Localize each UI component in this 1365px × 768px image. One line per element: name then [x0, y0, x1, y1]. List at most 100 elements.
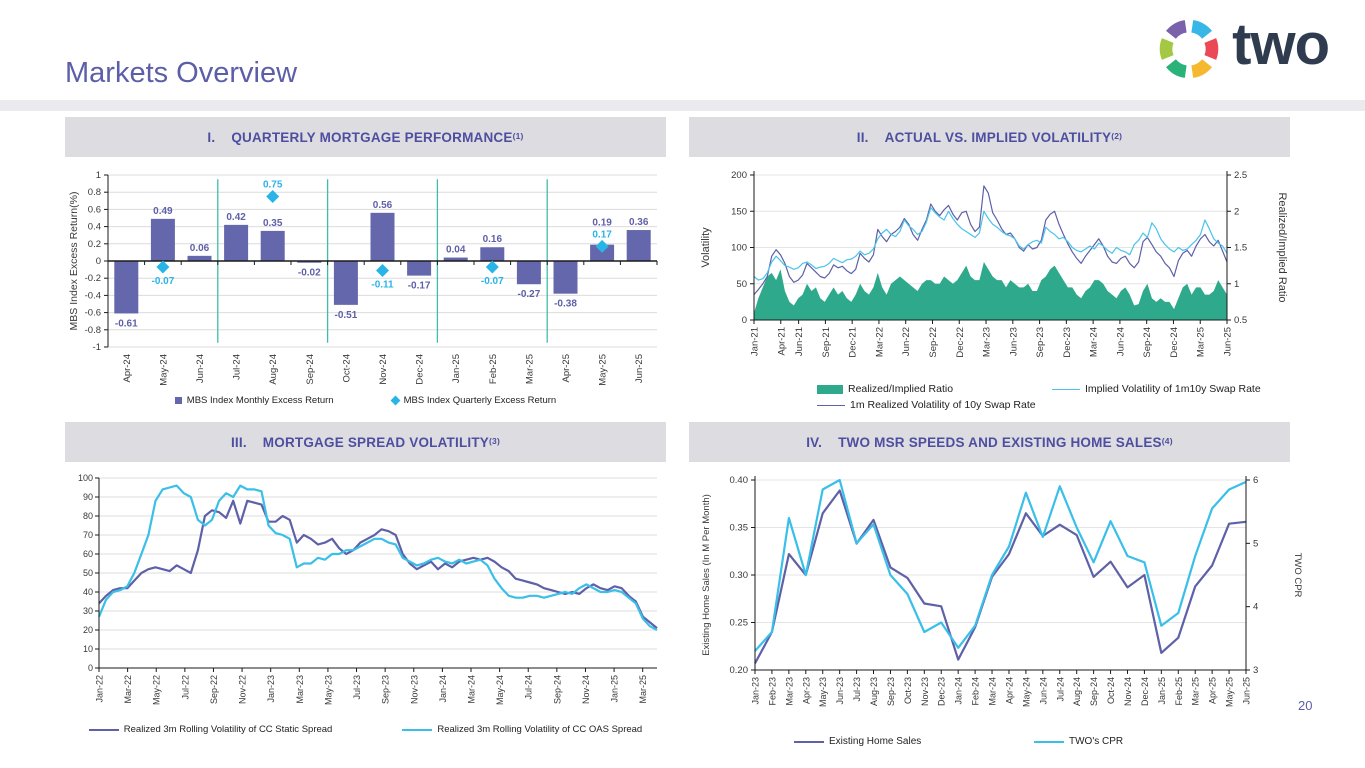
panel-4-numeral: IV. [806, 434, 823, 450]
diamond-swatch-icon [390, 395, 401, 406]
bar-swatch-icon [174, 397, 182, 404]
svg-text:Oct-24: Oct-24 [341, 354, 352, 383]
svg-text:Sep-24: Sep-24 [1089, 677, 1099, 706]
svg-text:Jul-24: Jul-24 [1055, 677, 1065, 702]
svg-text:Mar-23: Mar-23 [295, 675, 305, 704]
svg-text:Volatility: Volatility [700, 227, 712, 268]
svg-text:-0.8: -0.8 [85, 325, 101, 336]
svg-text:0.35: 0.35 [263, 218, 283, 229]
panel-3-title: MORTGAGE SPREAD VOLATILITY [262, 434, 489, 450]
svg-text:Sep-23: Sep-23 [886, 677, 896, 706]
svg-text:0.5: 0.5 [1234, 315, 1247, 326]
svg-text:6: 6 [1253, 475, 1258, 486]
svg-text:50: 50 [83, 568, 93, 578]
svg-text:0: 0 [742, 315, 747, 326]
svg-text:1.5: 1.5 [1234, 243, 1247, 254]
svg-text:Jun-24: Jun-24 [195, 354, 206, 383]
svg-text:Dec-21: Dec-21 [848, 327, 859, 358]
svg-text:Apr-25: Apr-25 [1208, 677, 1218, 704]
svg-text:Apr-21: Apr-21 [776, 327, 787, 356]
svg-text:80: 80 [83, 511, 93, 521]
svg-text:Dec-24: Dec-24 [415, 354, 426, 385]
legend-item-cc-static-spread: Realized 3m Rolling Volatility of CC Sta… [88, 724, 332, 735]
svg-text:Jun-21: Jun-21 [794, 327, 805, 356]
line-swatch-icon [817, 404, 845, 406]
panel-2-title: ACTUAL VS. IMPLIED VOLATILITY [884, 129, 1112, 145]
divider-band [0, 100, 1365, 111]
svg-text:100: 100 [731, 243, 747, 254]
svg-text:0.56: 0.56 [373, 200, 393, 211]
svg-text:-0.02: -0.02 [298, 268, 321, 279]
svg-text:Feb-23: Feb-23 [767, 677, 777, 706]
svg-text:Mar-25: Mar-25 [524, 354, 535, 384]
svg-text:1: 1 [96, 170, 101, 181]
svg-text:May-24: May-24 [1021, 677, 1031, 707]
svg-text:Nov-24: Nov-24 [378, 354, 389, 385]
svg-text:Jun-25: Jun-25 [1223, 327, 1234, 356]
svg-text:0.8: 0.8 [88, 187, 101, 198]
svg-text:Sep-23: Sep-23 [381, 675, 391, 704]
svg-text:0.36: 0.36 [629, 217, 649, 228]
legend-item-monthly-excess-return: MBS Index Monthly Excess Return [174, 395, 334, 406]
svg-text:-0.27: -0.27 [518, 289, 541, 300]
svg-text:40: 40 [83, 587, 93, 597]
svg-text:Realized/Implied Ratio: Realized/Implied Ratio [1276, 192, 1288, 302]
svg-text:0.42: 0.42 [226, 212, 246, 223]
svg-text:Sep-23: Sep-23 [1035, 327, 1046, 358]
panel-2-footnote: (2) [1111, 131, 1123, 141]
svg-text:Jun-25: Jun-25 [1242, 677, 1252, 705]
quarterly-mortgage-performance-chart: 1 0.8 0.6 0.4 0.2 0 -0.2 -0.4 -0.6 -0.8 -1 -0.61 0.4… [68, 170, 658, 386]
legend-label: Implied Volatility of 1m10y Swap Rate [1085, 383, 1261, 395]
svg-text:Jan-21: Jan-21 [750, 327, 761, 356]
mortgage-spread-volatility-chart: 0 10 20 30 40 50 60 70 80 90 100 Jan-22 Mar-22 May-22… [78, 473, 658, 705]
svg-text:Nov-23: Nov-23 [920, 677, 930, 706]
panel-3-numeral: III. [230, 434, 247, 450]
svg-text:20: 20 [83, 625, 93, 635]
svg-text:Aug-23: Aug-23 [869, 677, 879, 706]
svg-text:Mar-24: Mar-24 [467, 675, 477, 704]
legend-label: Existing Home Sales [829, 736, 922, 747]
svg-text:200: 200 [731, 170, 747, 181]
svg-text:Sep-24: Sep-24 [305, 354, 316, 385]
svg-text:Feb-24: Feb-24 [971, 677, 981, 706]
logo-text: two [1232, 12, 1330, 77]
svg-text:-0.61: -0.61 [115, 318, 138, 329]
svg-text:2.5: 2.5 [1234, 170, 1247, 181]
panel-mortgage-spread-volatility: III. MORTGAGE SPREAD VOLATILITY (3) 0 10 20… [65, 422, 666, 735]
svg-text:Nov-24: Nov-24 [581, 675, 591, 704]
svg-text:Apr-24: Apr-24 [1004, 677, 1014, 704]
svg-text:Apr-24: Apr-24 [122, 354, 133, 383]
svg-text:Sep-21: Sep-21 [821, 327, 832, 358]
svg-text:0.6: 0.6 [88, 204, 101, 215]
legend-item-realized-volatility: 1m Realized Volatility of 10y Swap Rate [817, 399, 1052, 411]
svg-text:Dec-24: Dec-24 [1169, 327, 1180, 358]
legend-item-existing-home-sales: Existing Home Sales [794, 736, 1034, 747]
svg-text:0.4: 0.4 [88, 222, 101, 233]
svg-text:0.04: 0.04 [446, 245, 466, 256]
svg-text:Nov-24: Nov-24 [1123, 677, 1133, 706]
chart-4-legend: Existing Home Sales TWO's CPR [689, 736, 1290, 747]
legend-item-implied-volatility: Implied Volatility of 1m10y Swap Rate [1052, 383, 1290, 395]
legend-item-twos-cpr: TWO's CPR [1034, 736, 1290, 747]
svg-text:Jan-25: Jan-25 [451, 354, 462, 383]
panel-4-title: TWO MSR SPEEDS AND EXISTING HOME SALES [838, 434, 1162, 450]
msr-speeds-existing-home-sales-chart: 0.20 0.25 0.30 0.35 0.40 3 4 5 6 Jan-23 Feb-23 Mar-… [701, 475, 1303, 707]
chart-2-legend: Realized/Implied Ratio Implied Volatilit… [689, 383, 1290, 411]
svg-text:Mar-25: Mar-25 [1191, 677, 1201, 706]
svg-text:Dec-23: Dec-23 [1062, 327, 1073, 358]
svg-text:3: 3 [1253, 665, 1258, 676]
svg-text:Jan-24: Jan-24 [438, 675, 448, 703]
svg-text:Mar-23: Mar-23 [784, 677, 794, 706]
svg-text:0.25: 0.25 [730, 618, 749, 629]
legend-label: 1m Realized Volatility of 10y Swap Rate [850, 399, 1036, 411]
svg-text:May-25: May-25 [598, 354, 609, 386]
svg-text:May-24: May-24 [495, 675, 505, 705]
legend-label: MBS Index Quarterly Excess Return [403, 395, 557, 406]
svg-text:Jun-23: Jun-23 [1008, 327, 1019, 356]
svg-text:Oct-23: Oct-23 [903, 677, 913, 704]
logo-gear-icon [1159, 20, 1219, 78]
line-swatch-icon [1034, 740, 1064, 743]
legend-label: TWO's CPR [1069, 736, 1124, 747]
svg-text:60: 60 [83, 549, 93, 559]
panel-msr-speeds-existing-home-sales: IV. TWO MSR SPEEDS AND EXISTING HOME SAL… [689, 422, 1303, 747]
